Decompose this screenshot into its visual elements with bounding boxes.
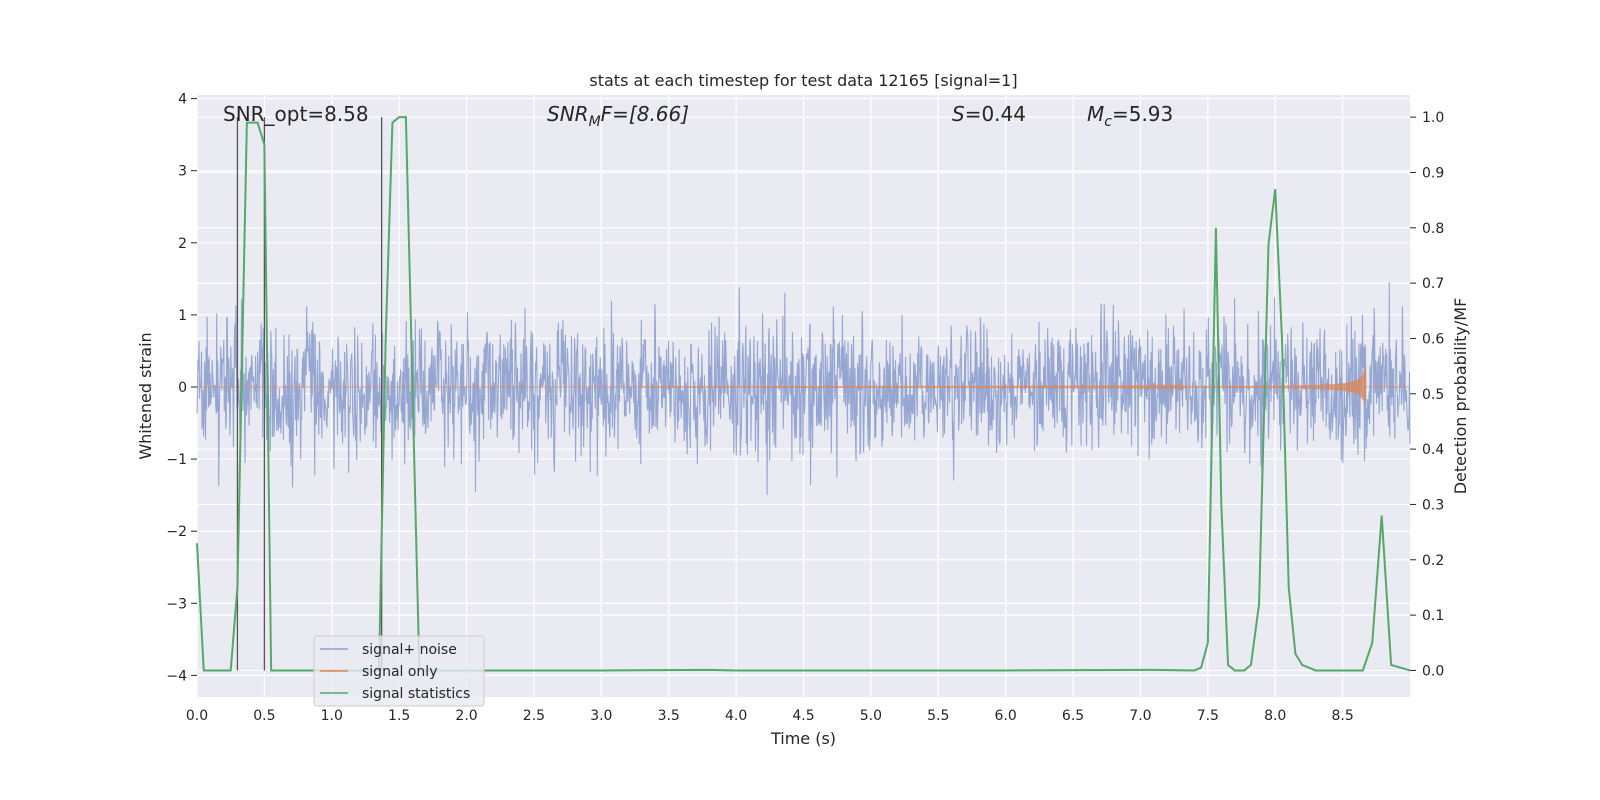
- x-tick-label: 1.5: [388, 708, 410, 724]
- x-tick-label: 7.5: [1197, 708, 1219, 724]
- signal-line: [197, 366, 1410, 406]
- x-tick-label: 8.0: [1264, 708, 1286, 724]
- x-tick-label: 3.0: [590, 708, 612, 724]
- legend: signal+ noise signal only signal statist…: [313, 635, 485, 707]
- x-tick-label: 4.0: [725, 708, 747, 724]
- y-tick-label: 1: [178, 308, 187, 324]
- y2-tick-label: 0.1: [1422, 608, 1444, 624]
- x-tick-label: 2.5: [523, 708, 545, 724]
- x-tick-label: 8.5: [1331, 708, 1353, 724]
- y-tick-label: −3: [166, 596, 187, 612]
- legend-box: [313, 635, 485, 707]
- annotation-s-value: =0.44: [965, 102, 1026, 126]
- x-tick-label: 2.0: [455, 708, 477, 724]
- annotation-snr-mf-main: SNR: [547, 102, 589, 126]
- annotation-mc-value: =5.93: [1112, 102, 1173, 126]
- y2-axis-label: Detection probability/MF: [1451, 298, 1470, 495]
- y2-tick-label: 0.7: [1422, 276, 1444, 292]
- annotation-s-symbol: S: [952, 102, 965, 126]
- y2-axis-ticks: 1.0 0.9 0.8 0.7 0.6 0.5 0.4 0.3 0.2 0.1 0.0: [1410, 110, 1444, 679]
- y-axis-ticks: 4 3 2 1 0 −1 −2 −3 −4: [166, 92, 197, 684]
- x-tick-label: 0.0: [186, 708, 208, 724]
- annotation-mc-sub: c: [1104, 114, 1112, 130]
- series-signal-only: [197, 366, 1410, 406]
- y2-tick-label: 0.2: [1422, 553, 1444, 569]
- y-tick-label: −1: [166, 452, 187, 468]
- annotation-snr-mf-f: F=[8.66]: [601, 102, 689, 126]
- annotation-s: S=0.44: [952, 102, 1026, 126]
- stats-line: [196, 116, 1411, 672]
- y-tick-label: 0: [178, 380, 187, 396]
- series-signal-noise: [196, 282, 1411, 495]
- y-tick-label: 3: [178, 164, 187, 180]
- x-tick-label: 6.5: [1062, 708, 1084, 724]
- x-axis-label: Time (s): [770, 729, 836, 748]
- y2-tick-label: 0.8: [1422, 221, 1444, 237]
- annotation-mc-symbol: M: [1087, 102, 1104, 126]
- y2-tick-label: 0.9: [1422, 165, 1444, 181]
- x-tick-label: 1.0: [321, 708, 343, 724]
- y-tick-label: 2: [178, 236, 187, 252]
- y2-tick-label: 0.6: [1422, 331, 1444, 347]
- legend-label-signal-only: signal only: [362, 664, 437, 680]
- noise-line: [196, 282, 1411, 495]
- x-axis-ticks: 0.0 0.5 1.0 1.5 2.0 2.5 3.0 3.5 4.0 4.5 5.0 5.5 6.0 6…: [186, 708, 1354, 724]
- y2-tick-label: 1.0: [1422, 110, 1444, 126]
- x-tick-label: 0.5: [253, 708, 275, 724]
- y-tick-label: −2: [166, 524, 187, 540]
- annotation-snr-mf: SNRMF=[8.66]: [547, 102, 689, 130]
- x-tick-label: 5.0: [860, 708, 882, 724]
- legend-label-signal-statistics: signal statistics: [362, 686, 470, 702]
- x-tick-label: 5.5: [927, 708, 949, 724]
- annotation-mc: Mc=5.93: [1087, 102, 1173, 130]
- x-tick-label: 3.5: [658, 708, 680, 724]
- y-tick-label: −4: [166, 668, 187, 684]
- legend-label-signal-noise: signal+ noise: [362, 642, 457, 658]
- y2-tick-label: 0.0: [1422, 663, 1444, 679]
- annotation-snr-mf-sub: M: [589, 114, 601, 130]
- y-axis-label: Whitened strain: [136, 332, 155, 459]
- x-tick-label: 6.0: [995, 708, 1017, 724]
- x-tick-label: 4.5: [792, 708, 814, 724]
- x-tick-label: 7.0: [1129, 708, 1151, 724]
- y2-tick-label: 0.5: [1422, 387, 1444, 403]
- series-signal-statistics: [196, 116, 1411, 672]
- chart-title: stats at each timestep for test data 121…: [589, 71, 1017, 90]
- y2-tick-label: 0.3: [1422, 497, 1444, 513]
- annotation-snr-opt: SNR_opt=8.58: [223, 102, 369, 126]
- y2-tick-label: 0.4: [1422, 442, 1444, 458]
- y-tick-label: 4: [178, 92, 187, 108]
